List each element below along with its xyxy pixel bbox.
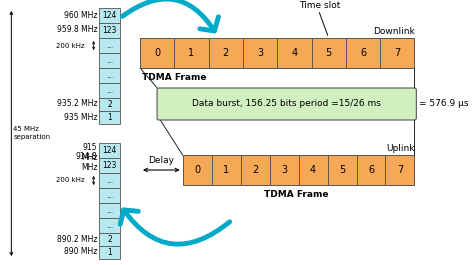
Bar [100,158,120,173]
Text: ...: ... [106,221,113,230]
Text: 5: 5 [326,48,332,58]
Text: ...: ... [106,191,113,200]
Bar [182,155,211,185]
Text: 890.2 MHz: 890.2 MHz [57,235,98,244]
Bar [100,233,120,246]
Bar [328,155,356,185]
Bar [100,188,120,203]
Text: 1: 1 [189,48,194,58]
Text: 0: 0 [154,48,160,58]
Text: 914.8
MHz: 914.8 MHz [76,152,98,172]
Text: 200 kHz: 200 kHz [55,178,84,183]
Bar [211,155,241,185]
Text: 124: 124 [102,146,117,155]
Text: 2: 2 [252,165,258,175]
Bar [100,246,120,259]
Bar [100,203,120,218]
Text: 1: 1 [108,248,112,257]
Text: 4: 4 [310,165,316,175]
Text: 935 MHz: 935 MHz [64,113,98,121]
Text: 2: 2 [108,100,112,109]
Text: 0: 0 [194,165,200,175]
Bar [100,23,120,38]
Bar [100,8,120,23]
Text: TDMA Frame: TDMA Frame [264,190,328,199]
Bar [346,38,380,68]
Bar [385,155,414,185]
Text: ...: ... [106,41,113,50]
Text: Data burst, 156.25 bits period =15/26 ms: Data burst, 156.25 bits period =15/26 ms [192,99,381,108]
Bar [100,68,120,83]
Bar [311,38,346,68]
Bar [277,38,311,68]
Text: 915
MHz: 915 MHz [81,143,98,162]
Text: 960 MHz: 960 MHz [64,11,98,20]
Bar [100,111,120,124]
Text: 2: 2 [223,48,229,58]
Bar [100,53,120,68]
Text: 4: 4 [292,48,298,58]
FancyBboxPatch shape [157,88,416,120]
Bar [241,155,270,185]
Text: Delay: Delay [148,156,174,165]
Bar [243,38,277,68]
Bar [174,38,209,68]
Text: ...: ... [106,86,113,95]
Text: ...: ... [106,56,113,65]
Text: 1: 1 [223,165,229,175]
Bar [209,38,243,68]
Text: ...: ... [106,206,113,215]
Text: 7: 7 [394,48,401,58]
Text: = 576.9 μs: = 576.9 μs [419,99,469,108]
Text: 6: 6 [360,48,366,58]
Bar [100,218,120,233]
Text: 935.2 MHz: 935.2 MHz [57,99,98,108]
Text: 7: 7 [397,165,403,175]
FancyArrowPatch shape [122,0,219,31]
Text: 200 kHz: 200 kHz [55,42,84,48]
Text: 1: 1 [108,113,112,122]
Text: 123: 123 [102,161,117,170]
Bar [100,83,120,98]
Text: 6: 6 [368,165,374,175]
Text: Downlink: Downlink [373,27,414,36]
Text: 123: 123 [102,26,117,35]
Bar [299,155,328,185]
Bar [100,98,120,111]
Bar [100,173,120,188]
Bar [380,38,414,68]
Text: 2: 2 [108,235,112,244]
Text: TDMA Frame: TDMA Frame [142,73,207,82]
Text: Time slot: Time slot [299,2,341,11]
FancyArrowPatch shape [120,210,230,244]
Text: 3: 3 [281,165,287,175]
Text: 5: 5 [339,165,345,175]
Text: 959.8 MHz: 959.8 MHz [57,25,98,34]
Bar [100,143,120,158]
Bar [100,38,120,53]
Bar [356,155,385,185]
Text: 124: 124 [102,11,117,20]
Bar [140,38,174,68]
Text: 890 MHz: 890 MHz [64,248,98,257]
Text: 45 MHz
separation: 45 MHz separation [13,126,50,140]
Text: ...: ... [106,71,113,80]
Text: ...: ... [106,176,113,185]
Text: Uplink: Uplink [386,144,414,153]
Bar [270,155,299,185]
Text: 3: 3 [257,48,263,58]
